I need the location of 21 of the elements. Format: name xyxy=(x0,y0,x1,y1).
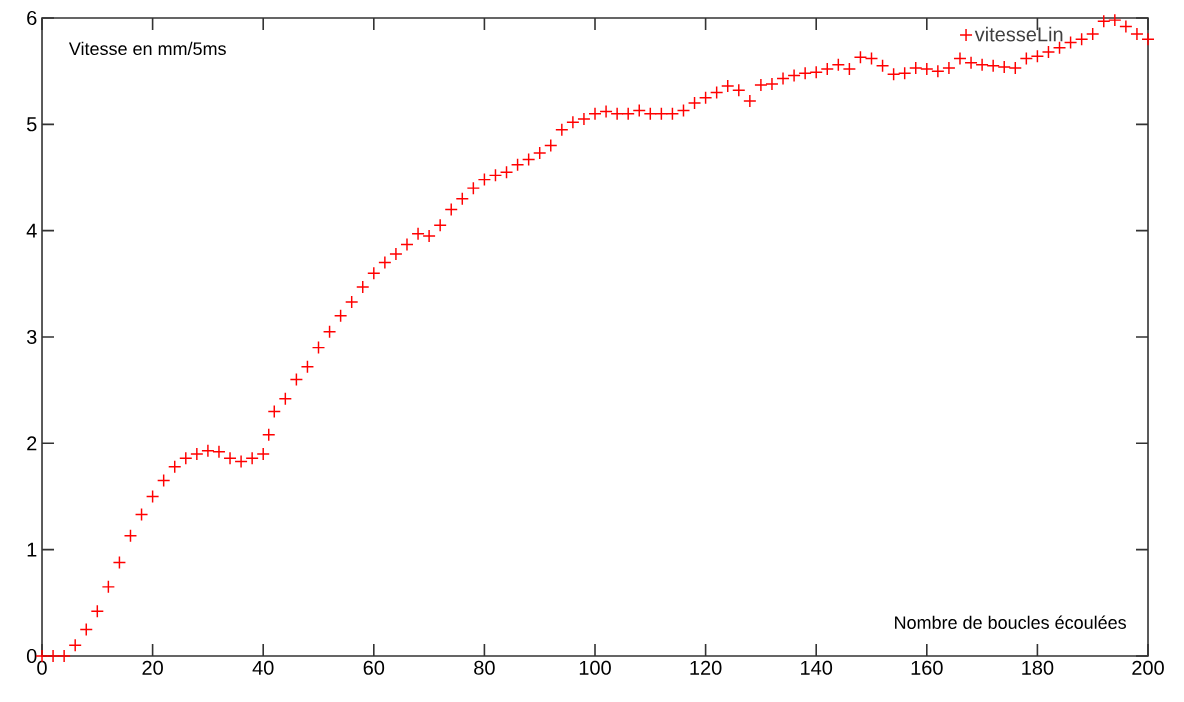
y-axis-title: Vitesse en mm/5ms xyxy=(68,41,226,56)
y-tick-label: 2 xyxy=(27,436,37,451)
y-tick-label: 6 xyxy=(27,10,37,26)
y-tick-label: 5 xyxy=(26,117,37,132)
x-tick-label: 60 xyxy=(363,660,385,675)
y-tick-label: 0 xyxy=(26,648,37,664)
x-tick-label: 200 xyxy=(1132,660,1164,675)
x-tick-label: 40 xyxy=(252,660,274,675)
legend-label: vitesseLin xyxy=(974,26,1063,42)
x-tick-label: 140 xyxy=(801,660,833,675)
x-tick-label: 180 xyxy=(1022,660,1054,675)
x-tick-label: 100 xyxy=(579,660,611,675)
x-tick-label: 120 xyxy=(690,660,722,675)
x-tick-label: 160 xyxy=(911,660,943,675)
y-tick-label: 3 xyxy=(26,329,37,345)
x-axis-title: Nombre de boucles écoulées xyxy=(895,615,1126,629)
y-tick-label: 1 xyxy=(27,542,37,557)
x-tick-label: 80 xyxy=(474,660,495,675)
x-tick-label: 0 xyxy=(37,660,47,675)
y-tick-label: 4 xyxy=(26,223,37,238)
x-tick-label: 20 xyxy=(142,660,163,675)
